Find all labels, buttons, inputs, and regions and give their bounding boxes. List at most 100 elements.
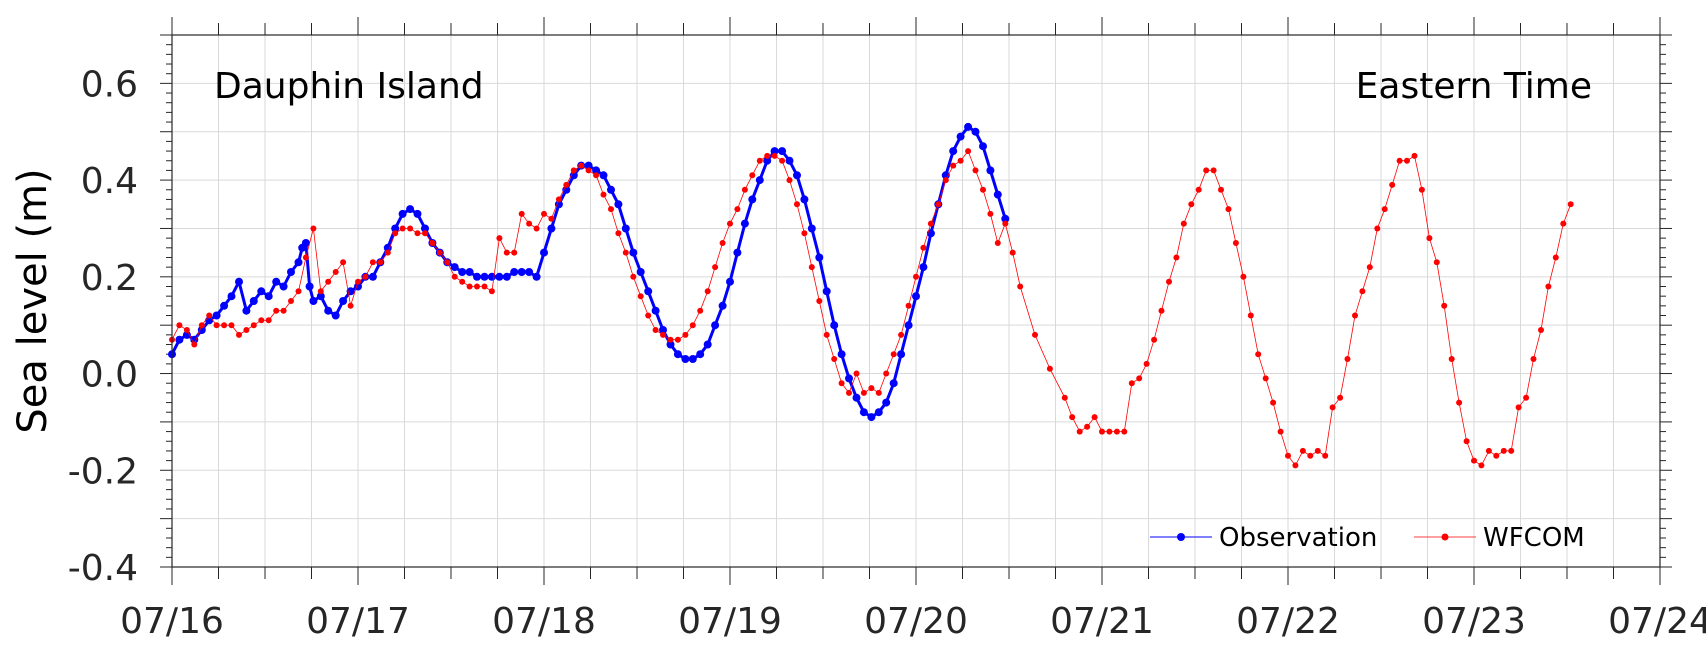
x-tick-label: 07/17 xyxy=(306,601,410,642)
wfcom-point xyxy=(1255,351,1262,358)
wfcom-point xyxy=(570,167,577,174)
observation-point xyxy=(644,287,653,296)
observation-point xyxy=(339,297,348,305)
wfcom-point xyxy=(474,283,480,290)
wfcom-point xyxy=(838,380,845,387)
wfcom-point xyxy=(704,288,711,295)
wfcom-point xyxy=(1433,259,1440,266)
plot-frame xyxy=(171,34,1661,568)
wfcom-point xyxy=(1143,360,1150,367)
wfcom-point xyxy=(1210,167,1217,174)
wfcom-point xyxy=(1270,399,1277,406)
observation-point xyxy=(398,209,407,218)
observation-point xyxy=(242,306,251,315)
wfcom-point xyxy=(719,240,726,246)
observation-point xyxy=(540,248,548,257)
wfcom-point xyxy=(392,230,399,237)
x-tick-labels: 07/16 07/17 07/18 07/19 07/20 07/21 07/22 07/23… xyxy=(120,601,1706,642)
axis-ticks xyxy=(160,17,1672,585)
observation-point xyxy=(413,209,422,218)
wfcom-point xyxy=(1329,404,1336,411)
wfcom-point xyxy=(1366,264,1373,271)
observation-point xyxy=(517,268,526,276)
wfcom-point xyxy=(942,177,949,184)
observation-point xyxy=(822,287,831,296)
wfcom-point xyxy=(228,322,235,329)
observation-point xyxy=(807,224,816,233)
wfcom-point xyxy=(355,278,361,285)
y-tick-label: 0.6 xyxy=(81,64,138,105)
wfcom-point xyxy=(459,278,466,285)
wfcom-point xyxy=(236,331,242,338)
observation-point xyxy=(465,268,474,276)
wfcom-point xyxy=(920,244,927,251)
wfcom-point xyxy=(1002,220,1009,227)
wfcom-point xyxy=(1046,365,1053,372)
observation-point xyxy=(837,350,846,359)
wfcom-point xyxy=(1538,327,1544,333)
observation-point xyxy=(949,147,958,156)
wfcom-point xyxy=(608,206,614,213)
wfcom-point xyxy=(1203,167,1210,174)
wfcom-point xyxy=(674,336,681,343)
observation-point xyxy=(1001,214,1010,223)
wfcom-point xyxy=(1091,414,1098,421)
observation-point xyxy=(912,292,920,301)
data-series xyxy=(168,122,1574,469)
wfcom-point xyxy=(905,302,912,309)
wfcom-point xyxy=(957,157,964,164)
observation-point xyxy=(294,258,303,267)
wfcom-point xyxy=(1195,186,1202,193)
wfcom-point xyxy=(429,240,436,246)
wfcom-point xyxy=(1344,356,1351,362)
wfcom-point xyxy=(1262,375,1269,382)
wfcom-point xyxy=(1084,423,1091,430)
wfcom-point xyxy=(741,186,748,193)
wfcom-point xyxy=(213,322,220,329)
wfcom-point xyxy=(384,249,391,256)
wfcom-point xyxy=(1381,206,1388,213)
wfcom-point xyxy=(1515,404,1522,411)
observation-point xyxy=(190,335,199,344)
observation-point xyxy=(778,147,787,156)
wfcom-point xyxy=(1151,336,1158,343)
observation-point xyxy=(450,263,459,272)
wfcom-point xyxy=(1113,428,1120,435)
observation-point xyxy=(651,306,660,315)
wfcom-point xyxy=(600,191,607,198)
wfcom-point xyxy=(503,249,510,256)
observation-point xyxy=(592,166,601,175)
observation-point xyxy=(406,205,415,214)
wfcom-point xyxy=(667,336,674,343)
wfcom-point xyxy=(317,288,324,295)
observation-point xyxy=(673,350,682,359)
wfcom-point xyxy=(436,249,443,256)
wfcom-point xyxy=(823,331,830,338)
wfcom-point xyxy=(563,181,570,188)
observation-point xyxy=(718,301,727,310)
observation-point xyxy=(272,277,281,286)
wfcom-point xyxy=(749,172,756,179)
wfcom-point xyxy=(488,288,495,295)
wfcom-point xyxy=(1523,394,1530,401)
observation-point xyxy=(688,355,697,363)
wfcom-point xyxy=(1128,380,1135,387)
wfcom-point xyxy=(1508,447,1515,454)
wfcom-point xyxy=(1292,462,1299,469)
wfcom-point xyxy=(1426,235,1433,242)
observation-point xyxy=(793,171,801,180)
observation-point xyxy=(703,340,712,349)
wfcom-point xyxy=(1240,273,1247,280)
wfcom-point xyxy=(660,331,666,338)
wfcom-point xyxy=(1247,312,1254,319)
observation-point xyxy=(852,393,861,402)
wfcom-point xyxy=(362,273,369,280)
observation-point xyxy=(979,142,987,151)
wfcom-point xyxy=(533,225,540,232)
wfcom-point xyxy=(422,230,428,237)
y-tick-label: 0.2 xyxy=(81,258,138,299)
x-tick-label: 07/19 xyxy=(678,601,782,642)
wfcom-point xyxy=(280,307,287,314)
observation-point xyxy=(666,340,675,349)
wfcom-point xyxy=(816,298,823,304)
